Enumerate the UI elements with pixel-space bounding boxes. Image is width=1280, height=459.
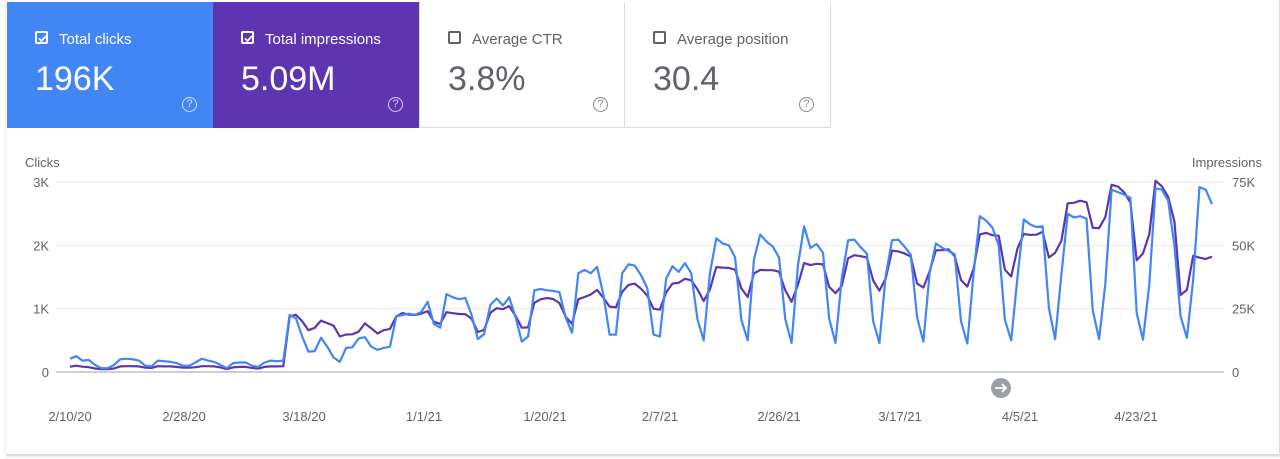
x-tick-label: 2/10/20 — [48, 409, 91, 424]
metric-card-average-position[interactable]: Average position 30.4 ? — [625, 2, 831, 128]
x-tick-label: 2/7/21 — [642, 409, 678, 424]
checkbox-unchecked-icon[interactable] — [653, 31, 666, 44]
metric-value: 30.4 — [653, 60, 720, 98]
metric-label: Average position — [677, 31, 789, 48]
metric-cards: Total clicks 196K ? Total impressions 5.… — [7, 2, 831, 128]
right-axis-ticks: 0 25K 50K 75K — [1232, 175, 1255, 380]
arrow-right-icon — [995, 383, 1008, 393]
x-axis-ticks: 2/10/20 2/28/20 3/18/20 1/1/21 1/20/21 2/7/21… — [48, 409, 1157, 424]
left-axis-title: Clicks — [25, 155, 60, 170]
series-line-clicks — [69, 185, 1214, 370]
x-tick-label: 3/17/21 — [878, 409, 921, 424]
checkbox-checked-icon[interactable] — [35, 31, 48, 44]
metric-label: Total impressions — [265, 31, 381, 48]
metric-card-total-clicks[interactable]: Total clicks 196K ? — [7, 2, 213, 128]
help-icon[interactable]: ? — [388, 97, 403, 112]
metric-label: Total clicks — [59, 31, 132, 48]
series-lines — [69, 179, 1214, 371]
help-icon[interactable]: ? — [799, 97, 814, 112]
left-tick-label: 2K — [33, 238, 49, 253]
x-tick-label: 4/5/21 — [1002, 409, 1038, 424]
right-tick-label: 75K — [1232, 175, 1255, 190]
metric-label: Average CTR — [472, 31, 563, 48]
left-tick-label: 1K — [33, 302, 49, 317]
help-icon[interactable]: ? — [593, 97, 608, 112]
performance-chart: Clicks Impressions 0 1K 2K 3K 0 25K 50K 75K 2/… — [25, 155, 1263, 424]
x-tick-label: 1/20/21 — [523, 409, 566, 424]
left-axis-ticks: 0 1K 2K 3K — [33, 175, 49, 380]
right-axis-title: Impressions — [1192, 155, 1263, 170]
metric-card-total-impressions[interactable]: Total impressions 5.09M ? — [213, 2, 419, 128]
right-tick-label: 25K — [1232, 302, 1255, 317]
x-tick-label: 3/18/20 — [282, 409, 325, 424]
right-tick-label: 0 — [1232, 365, 1239, 380]
left-tick-label: 0 — [42, 365, 49, 380]
metric-value: 5.09M — [241, 60, 336, 98]
scroll-right-button[interactable] — [991, 378, 1011, 398]
metric-value: 196K — [35, 60, 115, 98]
help-icon[interactable]: ? — [182, 97, 197, 112]
gridlines — [56, 181, 1224, 373]
checkbox-checked-icon[interactable] — [241, 31, 254, 44]
metric-card-average-ctr[interactable]: Average CTR 3.8% ? — [419, 2, 625, 128]
x-tick-label: 2/26/21 — [757, 409, 800, 424]
left-tick-label: 3K — [33, 175, 49, 190]
checkbox-unchecked-icon[interactable] — [448, 31, 461, 44]
x-tick-label: 1/1/21 — [406, 409, 442, 424]
x-tick-label: 4/23/21 — [1114, 409, 1157, 424]
x-tick-label: 2/28/20 — [162, 409, 205, 424]
metric-value: 3.8% — [448, 60, 526, 98]
right-tick-label: 50K — [1232, 238, 1255, 253]
